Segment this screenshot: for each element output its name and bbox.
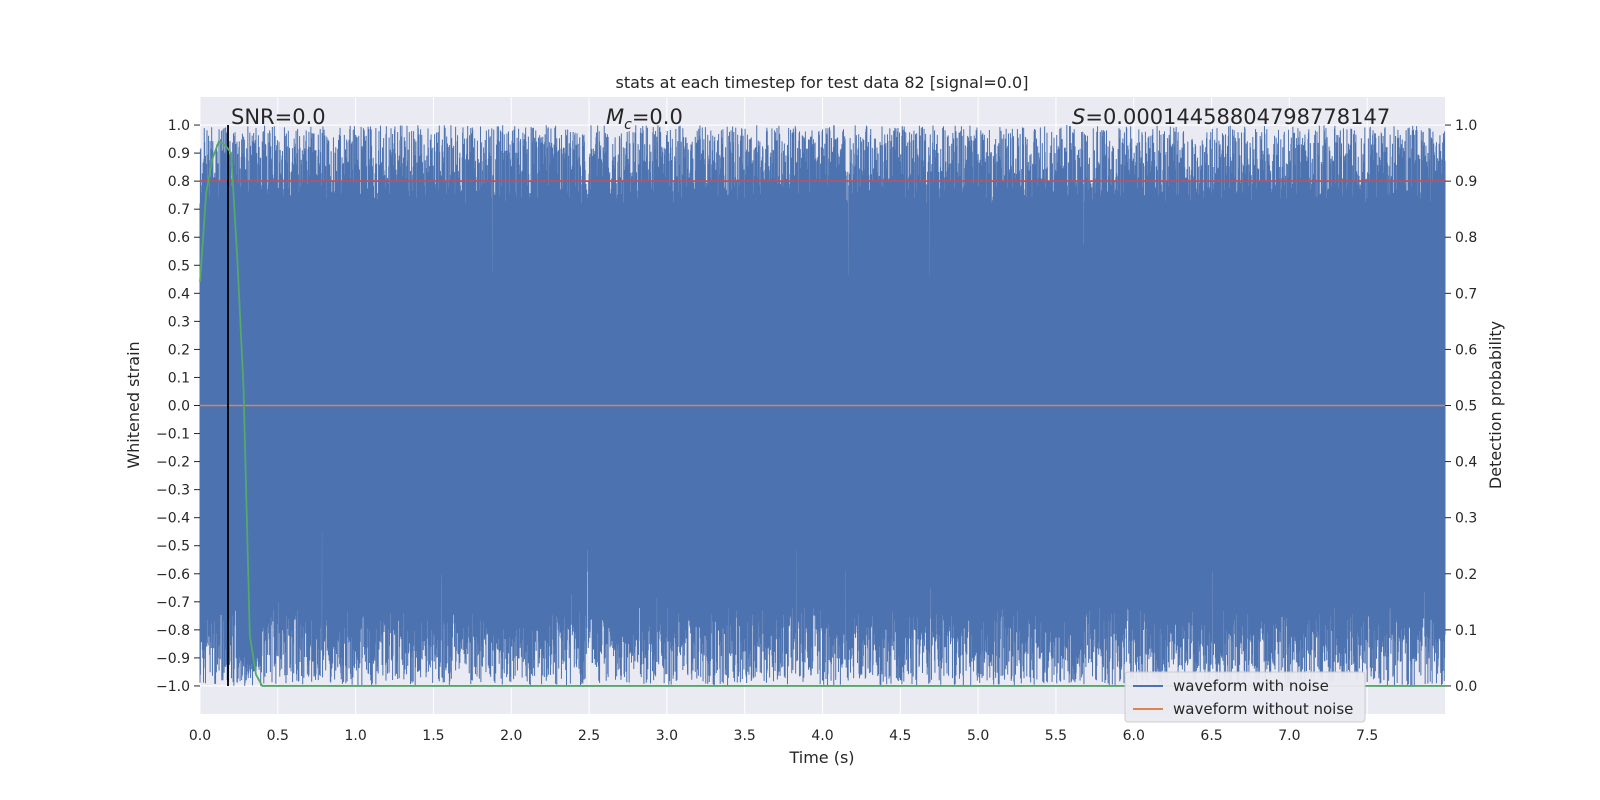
y-tick-label-left: 0.5 [168, 258, 190, 274]
y-tick-label-left: −0.5 [156, 539, 190, 555]
y-tick-label-left: −0.7 [156, 595, 190, 611]
y-tick-label-left: −0.4 [156, 511, 190, 527]
legend: waveform with noise waveform without noi… [1124, 671, 1366, 723]
y-tick-label-left: −0.9 [156, 651, 190, 667]
series-lines [199, 125, 1445, 687]
mc-subscript: c [624, 117, 632, 133]
y-tick-label-left: −0.8 [156, 623, 190, 639]
y-tick-label-left: −0.2 [156, 455, 190, 471]
x-tick-label: 5.5 [1045, 728, 1067, 744]
x-tick-label: 2.0 [500, 728, 522, 744]
y-tick-label-right: 1.0 [1455, 118, 1477, 134]
y-tick-label-left: 0.4 [168, 286, 190, 302]
y-tick-label-left: 0.6 [168, 230, 190, 246]
mc-symbol: M [606, 105, 624, 129]
y-tick-label-left: −0.3 [156, 483, 190, 499]
y-tick-label-right: 0.2 [1455, 567, 1477, 583]
mc-annotation: Mc=0.0 [606, 105, 683, 133]
y-tick-label-left: 0.3 [168, 314, 190, 330]
legend-box [1124, 671, 1366, 723]
y-tick-label-right: 0.1 [1455, 623, 1477, 639]
y-tick-label-left: 0.0 [168, 399, 190, 415]
x-tick-label: 0.5 [267, 728, 289, 744]
s-symbol: S [1072, 105, 1085, 129]
y-tick-label-right: 0.8 [1455, 230, 1477, 246]
s-value: =0.00014458804798778147 [1085, 105, 1390, 129]
x-tick-label: 1.5 [422, 728, 444, 744]
detection-probability-line [199, 140, 1445, 687]
snr-annotation: SNR=0.0 [231, 105, 326, 129]
x-axis-label: Time (s) [788, 748, 854, 767]
x-tick-label: 6.5 [1200, 728, 1222, 744]
y-tick-label-left: −1.0 [156, 679, 190, 695]
y-tick-label-left: −0.1 [156, 427, 190, 443]
mc-value: =0.0 [632, 105, 683, 129]
x-tick-label: 4.0 [811, 728, 833, 744]
y-tick-label-right: 0.9 [1455, 174, 1477, 190]
y-tick-label-left: 0.7 [168, 202, 190, 218]
x-tick-label: 4.5 [889, 728, 911, 744]
y-tick-label-left: −0.6 [156, 567, 190, 583]
x-tick-label: 2.5 [578, 728, 600, 744]
x-tick-label: 0.0 [189, 728, 211, 744]
x-tick-label: 3.0 [656, 728, 678, 744]
chart-title: stats at each timestep for test data 82 … [616, 73, 1029, 92]
x-tick-label: 1.0 [344, 728, 366, 744]
y-tick-label-left: 0.1 [168, 370, 190, 386]
y-tick-label-left: 0.2 [168, 342, 190, 358]
y-axis-label-right: Detection probability [1486, 321, 1505, 489]
legend-label-clean: waveform without noise [1173, 700, 1353, 718]
y-tick-label-right: 0.3 [1455, 511, 1477, 527]
y-axis-label-left: Whitened strain [124, 341, 143, 468]
y-tick-label-left: 0.9 [168, 146, 190, 162]
y-tick-label-left: 0.8 [168, 174, 190, 190]
y-tick-label-left: 1.0 [168, 118, 190, 134]
x-tick-label: 7.5 [1356, 728, 1378, 744]
y-tick-label-right: 0.6 [1455, 342, 1477, 358]
x-tick-label: 6.0 [1123, 728, 1145, 744]
axes: 0.0 0.5 1.0 1.5 2.0 2.5 3.0 3.5 4.0 4.5 5.0 5.5 6.0 6… [156, 118, 1477, 744]
y-tick-label-right: 0.5 [1455, 399, 1477, 415]
legend-label-noise: waveform with noise [1173, 677, 1329, 695]
y-tick-label-right: 0.4 [1455, 455, 1477, 471]
x-tick-label: 5.0 [967, 728, 989, 744]
s-annotation: S=0.00014458804798778147 [1072, 105, 1390, 129]
x-tick-label: 3.5 [734, 728, 756, 744]
y-tick-label-right: 0.0 [1455, 679, 1477, 695]
y-tick-label-right: 0.7 [1455, 286, 1477, 302]
x-tick-label: 7.0 [1278, 728, 1300, 744]
